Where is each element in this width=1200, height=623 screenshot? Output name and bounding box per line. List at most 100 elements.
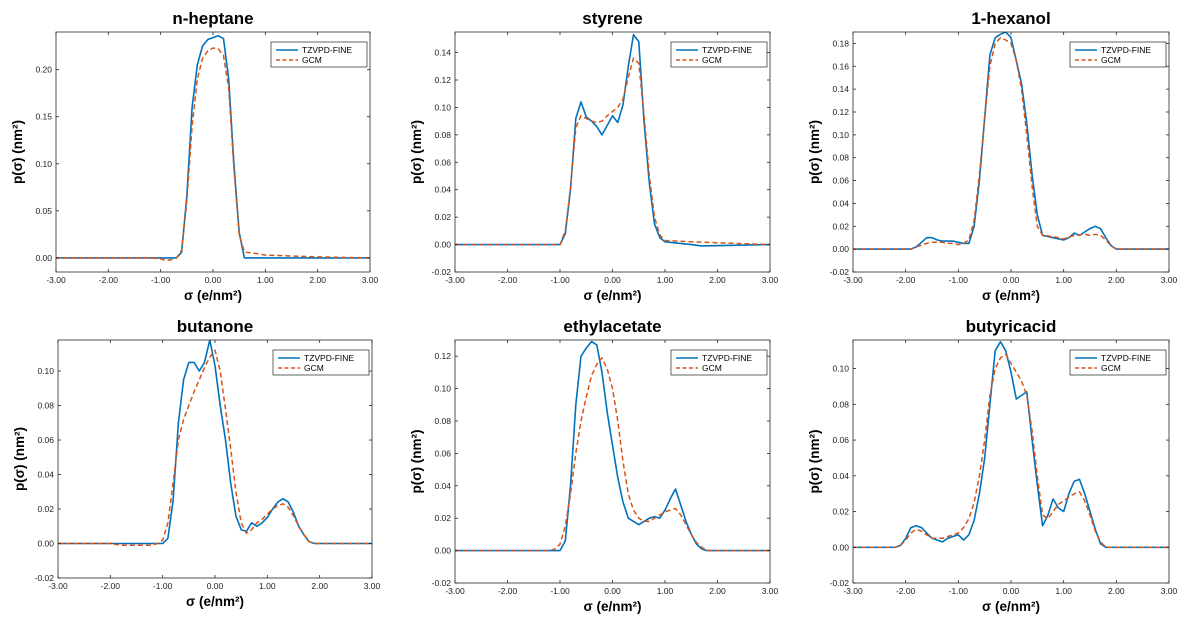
y-tick-label: 0.08 <box>434 416 451 426</box>
y-axis-label: p(σ) (nm²) <box>807 120 822 184</box>
legend-label-tzvpd-fine: TZVPD-FINE <box>702 353 752 363</box>
y-tick-label: 0.02 <box>832 221 849 231</box>
x-tick-label: -3.00 <box>843 275 863 285</box>
x-tick-label: 2.00 <box>709 275 726 285</box>
y-tick-label: 0.00 <box>434 546 451 556</box>
chart-title: n-heptane <box>172 9 253 28</box>
legend-label-gcm: GCM <box>702 55 722 65</box>
chart-title: styrene <box>582 9 642 28</box>
y-tick-label: 0.02 <box>37 504 54 514</box>
x-tick-label: 1.00 <box>657 586 674 596</box>
y-tick-label: 0.04 <box>832 198 849 208</box>
x-tick-label: -3.00 <box>445 586 465 596</box>
y-tick-label: 0.00 <box>832 542 849 552</box>
y-axis-label: p(σ) (nm²) <box>409 120 424 184</box>
y-axis-label: p(σ) (nm²) <box>12 427 27 491</box>
legend-label-gcm: GCM <box>304 363 324 373</box>
y-tick-label: 0.16 <box>832 61 849 71</box>
chart-title: butyricacid <box>966 317 1057 336</box>
legend-box <box>272 349 370 376</box>
legend-label-gcm: GCM <box>1101 363 1121 373</box>
y-tick-label: 0.04 <box>434 185 451 195</box>
plot-area <box>853 340 1169 583</box>
y-tick-label: 0.06 <box>37 435 54 445</box>
x-axis-label: σ (e/nm²) <box>982 288 1040 303</box>
legend-label-tzvpd-fine: TZVPD-FINE <box>1101 353 1151 363</box>
x-tick-label: 3.00 <box>762 586 779 596</box>
chart-panel-3: -3.00 -2.00 -1.00 0.00 1.00 2.00 3.00 -0.02 0.00… <box>807 9 1178 303</box>
x-tick-label: -3.00 <box>46 275 66 285</box>
x-tick-label: -2.00 <box>896 275 916 285</box>
y-tick-label: 0.12 <box>832 107 849 117</box>
y-tick-label: 0.08 <box>832 153 849 163</box>
x-tick-label: -1.00 <box>949 275 969 285</box>
plot-area <box>455 32 770 272</box>
y-tick-label: -0.02 <box>830 578 850 588</box>
y-axis-label: p(σ) (nm²) <box>409 430 424 494</box>
legend-label-tzvpd-fine: TZVPD-FINE <box>1101 45 1151 55</box>
chart-panel-1: -3.00 -2.00 -1.00 0.00 1.00 2.00 3.00 0.00 0.05 0… <box>10 9 379 303</box>
legend-label-tzvpd-fine: TZVPD-FINE <box>702 45 752 55</box>
y-tick-label: 0.06 <box>434 157 451 167</box>
series-line-tzvpd-fine <box>58 340 372 545</box>
x-tick-label: -1.00 <box>949 586 969 596</box>
series-line-gcm <box>455 57 770 246</box>
series-line-tzvpd-fine <box>455 33 770 247</box>
y-tick-label: 0.12 <box>434 75 451 85</box>
series-line-tzvpd-fine <box>56 34 370 259</box>
x-tick-label: 1.00 <box>1055 586 1072 596</box>
y-tick-label: 0.00 <box>37 539 54 549</box>
x-tick-label: 3.00 <box>762 275 779 285</box>
series-line-tzvpd-fine <box>853 340 1169 549</box>
legend-label-tzvpd-fine: TZVPD-FINE <box>302 45 352 55</box>
y-tick-label: -0.02 <box>830 267 850 277</box>
x-tick-label: -2.00 <box>498 275 518 285</box>
series-line-tzvpd-fine <box>455 340 770 552</box>
chart-title: 1-hexanol <box>971 9 1050 28</box>
y-tick-label: 0.02 <box>832 507 849 517</box>
x-tick-label: -3.00 <box>445 275 465 285</box>
x-tick-label: 2.00 <box>311 581 328 591</box>
x-tick-label: 1.00 <box>257 275 274 285</box>
y-axis-label: p(σ) (nm²) <box>807 430 822 494</box>
y-tick-label: 0.14 <box>832 84 849 94</box>
chart-title: ethylacetate <box>563 317 661 336</box>
x-axis-label: σ (e/nm²) <box>982 599 1040 614</box>
series-line-gcm <box>853 353 1169 549</box>
y-tick-label: -0.02 <box>432 578 452 588</box>
chart-panel-4: -3.00 -2.00 -1.00 0.00 1.00 2.00 3.00 -0.02 0.00… <box>12 317 381 609</box>
x-tick-label: -2.00 <box>896 586 916 596</box>
x-tick-label: -3.00 <box>48 581 68 591</box>
legend-box <box>270 41 368 68</box>
y-tick-label: 0.10 <box>832 130 849 140</box>
x-tick-label: 0.00 <box>207 581 224 591</box>
x-axis-label: σ (e/nm²) <box>584 599 642 614</box>
series-line-tzvpd-fine <box>853 32 1169 250</box>
y-tick-label: 0.08 <box>832 399 849 409</box>
x-tick-label: 2.00 <box>1108 275 1125 285</box>
y-tick-label: 0.20 <box>35 65 52 75</box>
y-tick-label: 0.06 <box>434 448 451 458</box>
chart-panel-6: -3.00 -2.00 -1.00 0.00 1.00 2.00 3.00 -0.02 0.00… <box>807 317 1178 614</box>
y-tick-label: 0.02 <box>434 513 451 523</box>
legend-box <box>670 41 768 68</box>
y-tick-label: 0.08 <box>434 130 451 140</box>
y-tick-label: 0.10 <box>832 364 849 374</box>
plot-area <box>58 340 372 578</box>
y-tick-label: 0.10 <box>434 384 451 394</box>
y-tick-label: 0.10 <box>434 102 451 112</box>
y-tick-label: 0.06 <box>832 435 849 445</box>
y-axis-label: p(σ) (nm²) <box>10 120 25 184</box>
x-tick-label: -3.00 <box>843 586 863 596</box>
legend-box <box>1069 41 1167 68</box>
y-tick-label: 0.06 <box>832 176 849 186</box>
x-tick-label: 3.00 <box>364 581 381 591</box>
y-tick-label: 0.00 <box>434 240 451 250</box>
y-tick-label: -0.02 <box>432 267 452 277</box>
x-tick-label: 2.00 <box>309 275 326 285</box>
x-tick-label: 3.00 <box>1161 275 1178 285</box>
x-tick-label: 2.00 <box>709 586 726 596</box>
